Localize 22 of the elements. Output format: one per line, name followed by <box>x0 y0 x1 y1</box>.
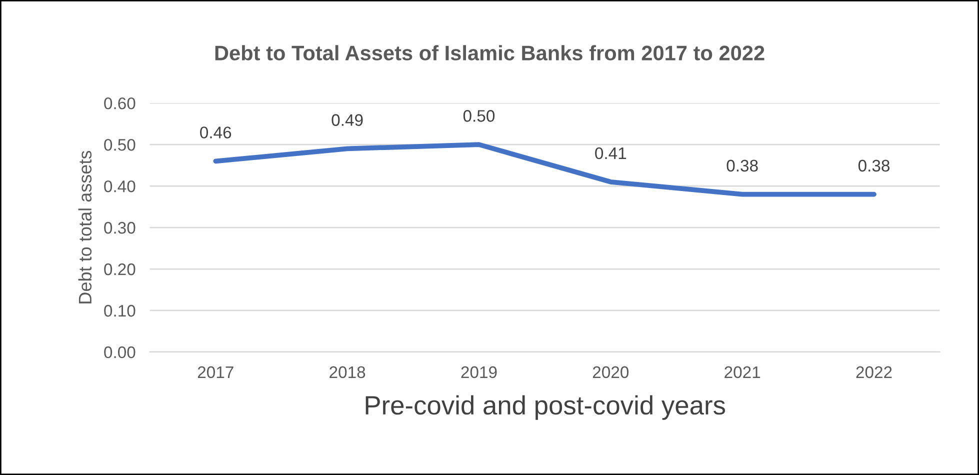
x-tick-label: 2019 <box>461 366 497 378</box>
x-tick-label: 2021 <box>724 366 760 378</box>
y-tick-label: 0.20 <box>104 263 136 276</box>
data-label: 0.38 <box>858 160 890 172</box>
data-label: 0.50 <box>463 110 495 122</box>
data-label: 0.49 <box>332 114 363 126</box>
x-tick-label: 2022 <box>856 366 892 378</box>
x-tick-label: 2018 <box>330 366 366 378</box>
y-axis-title: Debt to total assets <box>78 150 92 304</box>
y-tick-label: 0.10 <box>104 304 136 317</box>
y-tick-label: 0.40 <box>104 180 136 192</box>
y-tick-label: 0.50 <box>104 138 136 151</box>
y-tick-label: 0.60 <box>104 97 136 110</box>
y-tick-label: 0.30 <box>104 222 136 234</box>
data-label: 0.41 <box>595 147 626 160</box>
x-axis-title: Pre-covid and post-covid years <box>366 395 726 420</box>
x-tick-label: 2020 <box>592 366 629 378</box>
data-label: 0.38 <box>726 160 758 172</box>
chart-title: Debt to Total Assets of Islamic Banks from 2017 to 2022 <box>215 45 764 60</box>
x-tick-label: 2017 <box>198 366 234 378</box>
data-label: 0.46 <box>200 126 232 138</box>
y-tick-label: 0.00 <box>104 346 136 358</box>
